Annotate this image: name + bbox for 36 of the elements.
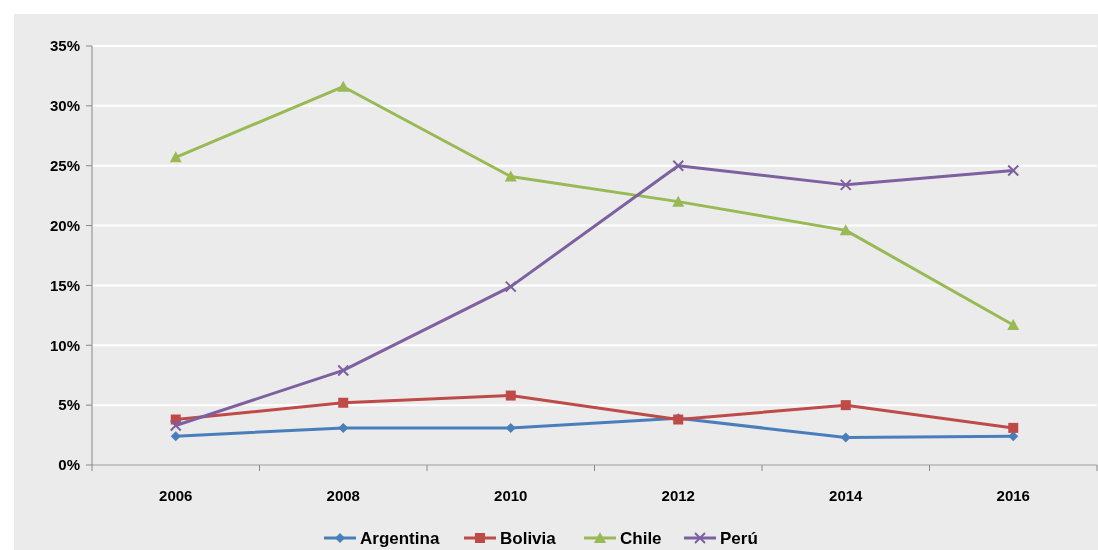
y-tick-label: 20% (49, 216, 80, 234)
point (337, 364, 350, 377)
point (505, 390, 516, 401)
y-tick-label: 35% (49, 37, 80, 55)
point (1008, 431, 1019, 442)
legend-label: Chile (620, 528, 662, 548)
point (672, 159, 685, 172)
x-tick-label: 2016 (996, 487, 1030, 504)
point (839, 178, 852, 191)
point (338, 397, 349, 408)
x-tick-label: 2010 (494, 487, 528, 504)
y-tick-label: 25% (49, 156, 80, 174)
legend-label: Argentina (360, 528, 440, 548)
point (1008, 422, 1019, 433)
legend-label: Bolivia (500, 528, 557, 548)
point (169, 151, 182, 163)
y-tick-label: 10% (49, 336, 80, 354)
point (504, 280, 517, 293)
point (839, 224, 852, 236)
x-tick-label: 2008 (326, 487, 360, 504)
point (1007, 318, 1020, 330)
legend-label: Perú (720, 528, 758, 548)
point (1007, 164, 1020, 177)
x-tick-label: 2014 (829, 487, 864, 504)
point (504, 170, 517, 182)
x-tick-label: 2006 (159, 487, 193, 504)
point (337, 80, 350, 92)
y-tick-label: 30% (49, 97, 80, 115)
point (840, 400, 851, 411)
y-tick-label: 0% (58, 456, 80, 474)
point (170, 431, 181, 442)
y-tick-label: 15% (49, 276, 80, 294)
point (672, 195, 685, 207)
x-tick-label: 2012 (661, 487, 695, 504)
y-tick-label: 5% (58, 396, 80, 414)
point (169, 419, 182, 432)
